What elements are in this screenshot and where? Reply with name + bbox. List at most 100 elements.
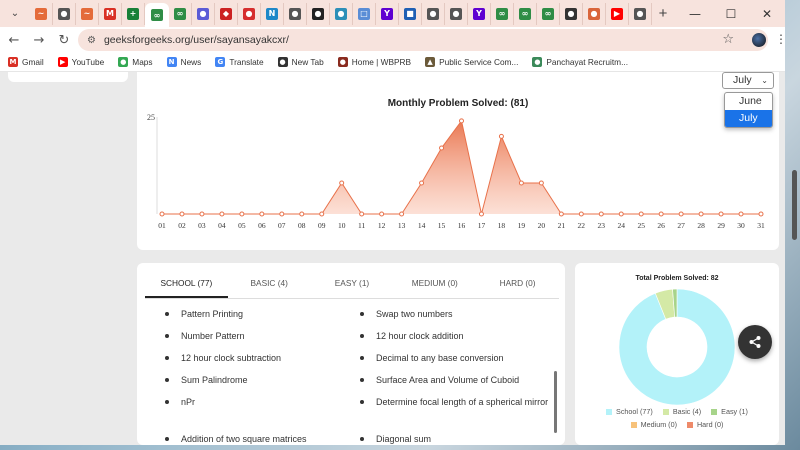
url-text[interactable]: geeksforgeeks.org/user/sayansayakcxr/	[103, 34, 289, 46]
browser-tab[interactable]: ∞	[169, 2, 192, 25]
data-point[interactable]	[498, 133, 504, 139]
data-point[interactable]	[538, 180, 544, 186]
legend-item[interactable]: Medium (0)	[630, 420, 677, 429]
browser-tab[interactable]: ∞	[145, 3, 169, 27]
window-scrollbar[interactable]	[792, 170, 797, 240]
bookmark-label[interactable]: Public Service Com...	[439, 57, 519, 67]
browser-tab[interactable]: ∞	[491, 2, 514, 25]
browser-tab[interactable]: ●	[238, 2, 261, 25]
problem-title[interactable]: Surface Area and Volume of Cuboid	[376, 375, 520, 385]
difficulty-tab[interactable]: HARD (0)	[499, 278, 536, 288]
browser-tab[interactable]: ●	[422, 2, 445, 25]
month-option-july[interactable]: July	[725, 110, 772, 127]
legend-item[interactable]: Easy (1)	[711, 407, 748, 416]
profile-avatar-icon[interactable]	[752, 33, 766, 47]
data-point[interactable]	[439, 145, 445, 151]
problem-title[interactable]: Sum Palindrome	[181, 375, 248, 385]
data-point[interactable]	[698, 211, 704, 217]
browser-tab[interactable]: ◆	[215, 2, 238, 25]
maximize-icon[interactable]: ☐	[725, 6, 737, 21]
data-point[interactable]	[239, 211, 245, 217]
browser-menu-icon[interactable]: ⋮	[775, 32, 785, 46]
browser-tab[interactable]: ●	[445, 2, 468, 25]
problem-title[interactable]: Swap two numbers	[376, 309, 453, 319]
bookmark-label[interactable]: YouTube	[71, 57, 105, 67]
bookmark-item[interactable]: ● New Tab	[277, 57, 324, 67]
browser-tab[interactable]: ●	[330, 2, 353, 25]
data-point[interactable]	[558, 211, 564, 217]
browser-tab[interactable]: ∞	[514, 2, 537, 25]
data-point[interactable]	[738, 211, 744, 217]
chevron-down-icon[interactable]: ⌄	[761, 76, 768, 85]
legend-item[interactable]: Basic (4)	[662, 407, 701, 416]
legend-item[interactable]: School (77)	[606, 407, 653, 416]
problem-title[interactable]: nPr	[181, 397, 196, 407]
bookmark-item[interactable]: ● Maps	[118, 57, 153, 67]
data-point[interactable]	[319, 211, 325, 217]
data-point[interactable]	[718, 211, 724, 217]
bookmark-label[interactable]: Panchayat Recruitm...	[546, 57, 629, 67]
data-point[interactable]	[399, 211, 405, 217]
problem-title[interactable]: Diagonal sum	[376, 434, 432, 444]
address-bar[interactable]: ⚙ geeksforgeeks.org/user/sayansayakcxr/ …	[78, 29, 768, 51]
bookmark-item[interactable]: ▲ Public Service Com...	[425, 57, 518, 67]
bookmark-label[interactable]: Home | WBPRB	[351, 57, 412, 67]
problem-title[interactable]: 12 hour clock addition	[376, 331, 464, 341]
month-select[interactable]: July ⌄	[722, 72, 774, 89]
difficulty-tab[interactable]: EASY (1)	[334, 278, 370, 288]
browser-tab[interactable]: +	[122, 2, 145, 25]
data-point[interactable]	[299, 211, 305, 217]
browser-tab[interactable]: ~	[30, 2, 53, 25]
back-icon[interactable]: ←	[8, 32, 20, 48]
donut-slice[interactable]	[672, 288, 678, 318]
bookmark-label[interactable]: Translate	[229, 57, 264, 67]
forward-icon[interactable]: →	[33, 32, 45, 48]
data-point[interactable]	[419, 180, 425, 186]
difficulty-tab[interactable]: MEDIUM (0)	[411, 278, 458, 288]
data-point[interactable]	[359, 211, 365, 217]
difficulty-tab[interactable]: BASIC (4)	[250, 278, 288, 288]
data-point[interactable]	[658, 211, 664, 217]
data-point[interactable]	[618, 211, 624, 217]
bookmark-item[interactable]: ▶ YouTube	[57, 57, 105, 67]
legend-item[interactable]: Hard (0)	[686, 420, 723, 429]
browser-tab[interactable]: Y	[376, 2, 399, 25]
data-point[interactable]	[219, 211, 225, 217]
browser-tab[interactable]: ▶	[606, 2, 629, 25]
problem-title[interactable]: Number Pattern	[181, 331, 245, 341]
browser-tab[interactable]: M	[99, 2, 122, 25]
data-point[interactable]	[578, 211, 584, 217]
difficulty-tab[interactable]: SCHOOL (77)	[145, 263, 228, 298]
tab-search-button[interactable]: ⌄	[10, 8, 20, 19]
problem-list-scrollbar[interactable]	[554, 371, 557, 433]
bookmark-label[interactable]: Gmail	[22, 57, 44, 67]
data-point[interactable]	[459, 118, 464, 124]
problem-title[interactable]: Determine focal length of a spherical mi…	[376, 397, 549, 407]
browser-tab[interactable]: ●	[284, 2, 307, 25]
problem-title[interactable]: 12 hour clock subtraction	[181, 353, 282, 363]
browser-tab[interactable]: □	[353, 2, 376, 25]
data-point[interactable]	[339, 180, 345, 186]
problem-title[interactable]: Addition of two square matrices	[181, 434, 307, 444]
browser-tab[interactable]: ●	[560, 2, 583, 25]
browser-tab[interactable]: ●	[53, 2, 76, 25]
bookmark-label[interactable]: New Tab	[291, 57, 324, 67]
browser-tab[interactable]: ●	[629, 2, 652, 25]
data-point[interactable]	[518, 180, 524, 186]
donut-slice[interactable]	[618, 288, 736, 406]
data-point[interactable]	[199, 211, 205, 217]
data-point[interactable]	[478, 211, 484, 217]
data-point[interactable]	[279, 211, 285, 217]
site-info-icon[interactable]: ⚙	[87, 34, 96, 46]
data-point[interactable]	[159, 211, 165, 217]
minimize-icon[interactable]: —	[689, 6, 701, 21]
new-tab-button[interactable]: +	[658, 5, 668, 22]
bookmark-label[interactable]: Maps	[132, 57, 153, 67]
browser-tab[interactable]: Y	[468, 2, 491, 25]
data-point[interactable]	[678, 211, 684, 217]
share-button[interactable]	[738, 325, 772, 359]
browser-tab[interactable]: ~	[76, 2, 99, 25]
browser-tab[interactable]: ■	[399, 2, 422, 25]
data-point[interactable]	[638, 211, 644, 217]
browser-tab[interactable]: ●	[583, 2, 606, 25]
